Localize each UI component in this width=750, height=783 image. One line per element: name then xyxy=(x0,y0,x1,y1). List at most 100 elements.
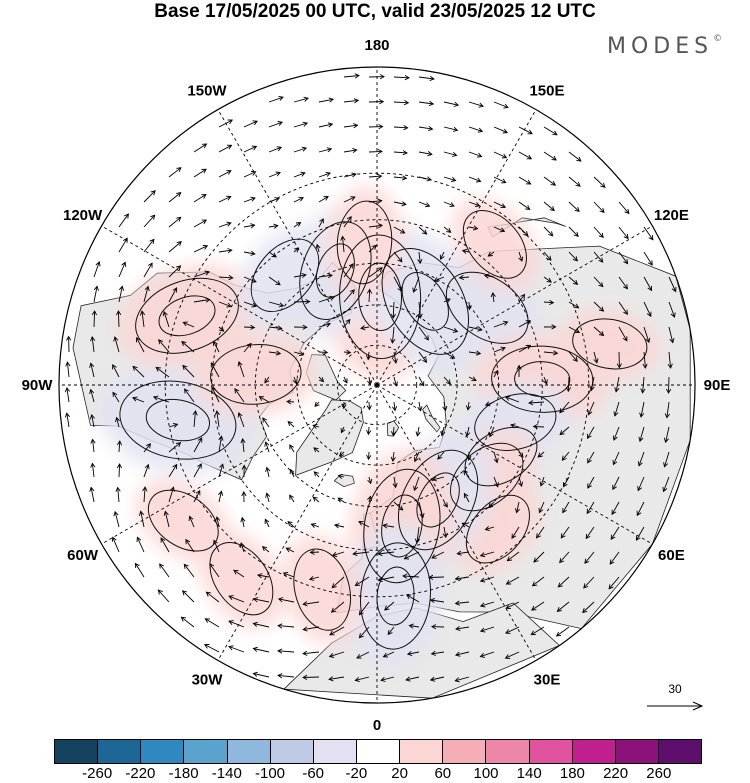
anomaly-layer xyxy=(98,186,661,669)
wind-vector xyxy=(211,386,220,403)
anomaly-contour xyxy=(135,277,239,354)
wind-vector xyxy=(417,251,423,265)
wind-vector xyxy=(518,226,529,237)
wind-vector xyxy=(662,476,670,493)
wind-vector xyxy=(258,396,270,403)
wind-vector xyxy=(352,550,370,557)
wind-vector xyxy=(461,522,470,528)
wind-vector xyxy=(193,297,211,303)
wind-vector xyxy=(168,463,178,478)
colorbar-swatch xyxy=(55,740,98,763)
wind-vector xyxy=(287,420,295,428)
wind-vector xyxy=(493,226,506,233)
wind-vector xyxy=(593,301,605,312)
meridian-line xyxy=(217,384,378,661)
wind-vector xyxy=(265,466,271,478)
wind-vector xyxy=(568,251,578,262)
anomaly-contour xyxy=(464,426,538,487)
wind-vector xyxy=(618,226,629,240)
wind-vector xyxy=(530,626,545,636)
latitude-circle xyxy=(211,219,543,551)
wind-vector xyxy=(168,422,179,428)
wind-vector xyxy=(431,551,445,559)
wind-vector xyxy=(510,423,520,429)
wind-vector xyxy=(328,676,345,682)
wind-vector xyxy=(142,486,148,503)
wind-vector xyxy=(543,276,552,283)
wind-vector xyxy=(243,196,256,203)
wind-vector xyxy=(234,388,245,403)
wind-vector xyxy=(437,451,445,460)
wind-vector xyxy=(417,301,423,319)
wind-vector xyxy=(193,219,208,228)
wind-vector xyxy=(90,335,96,353)
wind-vector xyxy=(593,176,606,188)
wind-vector xyxy=(241,464,247,478)
wind-vector xyxy=(343,98,360,104)
wind-vector xyxy=(318,196,329,203)
wind-vector xyxy=(568,176,581,187)
wind-vector xyxy=(518,201,531,210)
anomaly-contour xyxy=(336,200,393,285)
wind-vector xyxy=(289,494,295,503)
longitude-label: 150W xyxy=(187,83,227,100)
wind-vector xyxy=(638,426,645,443)
wind-vector xyxy=(390,451,396,463)
wind-vector xyxy=(414,526,420,544)
wind-vector xyxy=(143,285,150,303)
wind-vector xyxy=(293,272,307,279)
wind-vector xyxy=(454,651,470,657)
wind-vector xyxy=(115,310,122,328)
anomaly-contour xyxy=(360,542,431,650)
wind-vector xyxy=(368,244,377,253)
wind-vector xyxy=(318,295,335,303)
longitude-label: 60W xyxy=(67,547,99,564)
wind-vector xyxy=(243,223,256,229)
wind-vector xyxy=(115,416,121,428)
colorbar-swatch xyxy=(183,740,227,763)
wind-vector xyxy=(193,489,201,503)
anomaly-contour xyxy=(416,472,460,528)
wind-vector xyxy=(337,497,345,503)
wind-vector xyxy=(468,326,483,332)
wind-vector xyxy=(418,501,425,519)
wind-vector xyxy=(118,213,129,228)
wind-vector xyxy=(115,486,121,503)
wind-vector xyxy=(143,214,156,228)
wind-vector xyxy=(218,195,232,203)
wind-vector xyxy=(392,351,398,364)
wind-vector xyxy=(443,376,451,385)
wind-vector xyxy=(268,301,285,308)
wind-vector xyxy=(643,301,652,318)
wind-vector xyxy=(593,276,604,288)
wind-vector xyxy=(539,476,545,487)
longitude-label: 90W xyxy=(22,377,54,394)
wind-vector xyxy=(418,151,433,157)
meridian-line xyxy=(376,384,653,545)
wind-vector xyxy=(218,119,234,128)
wind-vector xyxy=(293,196,304,203)
wind-vector xyxy=(493,101,509,109)
colorbar-swatch xyxy=(399,740,443,763)
wind-vector xyxy=(203,644,220,653)
wind-vector xyxy=(293,324,308,330)
wind-vector xyxy=(461,248,470,254)
wind-vector xyxy=(168,192,182,203)
wind-vector xyxy=(468,176,482,183)
colorbar-tick-label: -20 xyxy=(345,765,368,782)
wind-vector xyxy=(443,126,459,132)
wind-vector xyxy=(218,144,233,153)
wind-vector xyxy=(393,125,409,131)
wind-vector xyxy=(331,551,345,557)
wind-vector xyxy=(406,594,420,603)
wind-vector xyxy=(66,335,72,353)
wind-vector xyxy=(531,576,545,587)
colorbar-swatch xyxy=(442,740,486,763)
wind-vector xyxy=(268,146,283,153)
wind-vector xyxy=(193,143,208,153)
wind-vector xyxy=(418,75,435,82)
wind-vector xyxy=(340,426,346,434)
colorbar-labels: -260 -220 -180 -140 -100 -60 -20 20 60 100 140 180 2… xyxy=(0,765,750,783)
wind-vector xyxy=(168,287,178,303)
wind-vector xyxy=(152,395,170,403)
